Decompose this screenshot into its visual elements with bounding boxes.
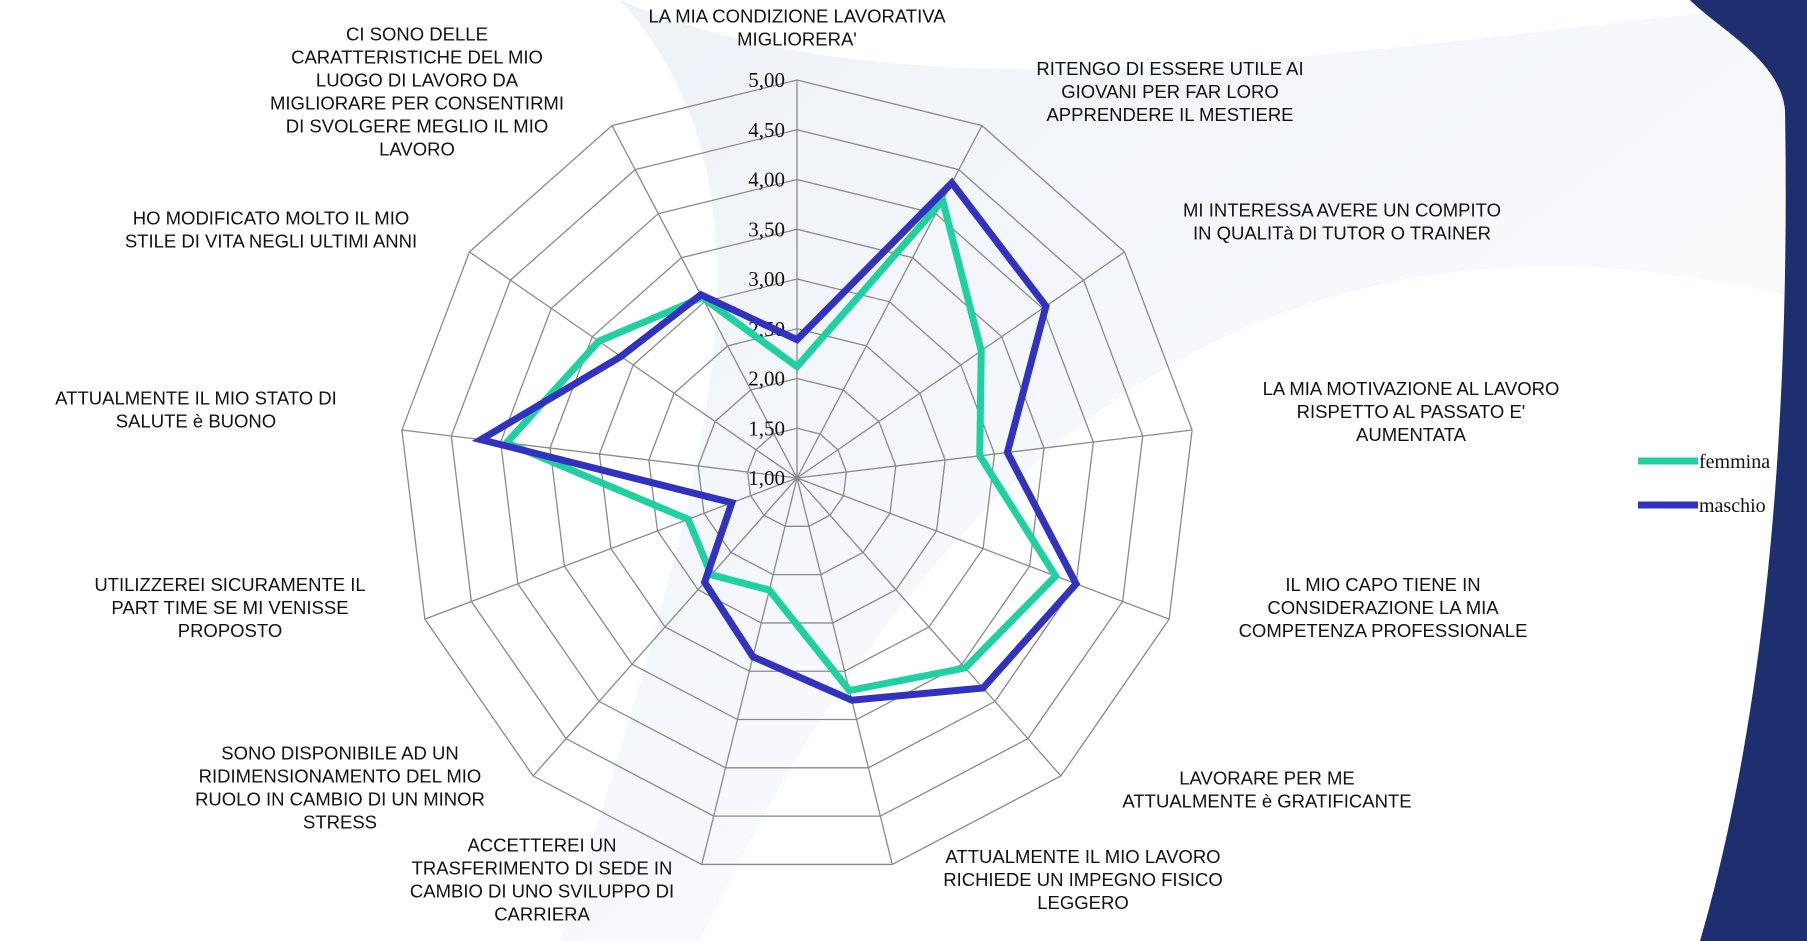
background-edge	[1690, 0, 1807, 941]
grid-ring	[746, 427, 848, 527]
category-label: RITENGO DI ESSERE UTILE AI GIOVANI PER FA…	[1036, 58, 1303, 125]
spoke	[796, 477, 1062, 777]
y-tick-label: 4,50	[748, 118, 785, 142]
category-label: LAVORARE PER ME ATTUALMENTE è GRATIFICANT…	[1122, 768, 1411, 812]
series-line	[471, 177, 1081, 704]
spoke	[701, 477, 798, 865]
spoke	[469, 251, 798, 479]
background-swoosh	[560, 0, 1807, 941]
spoke	[796, 251, 1125, 479]
y-tick-label: 1,00	[748, 466, 785, 490]
category-label: HO MODIFICATO MOLTO IL MIO STILE DI VITA …	[125, 208, 417, 252]
category-label: IL MIO CAPO TIENE IN CONSIDERAZIONE LA MI…	[1239, 574, 1528, 641]
y-tick-label: 3,50	[748, 217, 785, 241]
y-tick-label: 5,00	[748, 68, 785, 92]
grid-ring	[450, 129, 1144, 817]
spoke	[401, 429, 798, 479]
spoke	[796, 477, 893, 865]
category-label: LA MIA CONDIZIONE LAVORATIVA MIGLIORERA'	[648, 6, 946, 50]
spoke	[796, 477, 1170, 620]
series-line	[500, 193, 1061, 695]
y-tick-label: 3,00	[748, 267, 785, 291]
y-tick-label: 4,00	[748, 168, 785, 192]
grid-ring	[401, 79, 1193, 866]
legend-label: maschio	[1699, 495, 1766, 517]
category-label: ACCETTEREI UN TRASFERIMENTO DI SEDE IN CAM…	[410, 835, 674, 925]
spoke	[796, 429, 1193, 479]
category-label: UTILIZZEREI SICURAMENTE IL PART TIME SE M…	[94, 574, 365, 641]
y-tick-label: 2,00	[748, 367, 785, 391]
spoke	[532, 477, 798, 777]
category-label: CI SONO DELLE CARATTERISTICHE DEL MIO LUOG…	[270, 24, 564, 160]
grid-ring	[598, 278, 996, 672]
legend-label: femmina	[1699, 451, 1770, 473]
y-tick-label: 1,50	[748, 416, 785, 440]
grid-ring	[500, 178, 1094, 769]
category-label: MI INTERESSA AVERE UN COMPITO IN QUALITà …	[1183, 200, 1501, 244]
category-label: SONO DISPONIBILE AD UN RIDIMENSIONAMENTO …	[195, 743, 485, 833]
grid-ring	[697, 377, 897, 576]
category-label: LA MIA MOTIVAZIONE AL LAVORO RISPETTO AL …	[1263, 378, 1560, 445]
category-label: ATTUALMENTE IL MIO STATO DI SALUTE è BUON…	[55, 388, 337, 432]
category-label: ATTUALMENTE IL MIO LAVORO RICHIEDE UN IMP…	[943, 846, 1223, 913]
